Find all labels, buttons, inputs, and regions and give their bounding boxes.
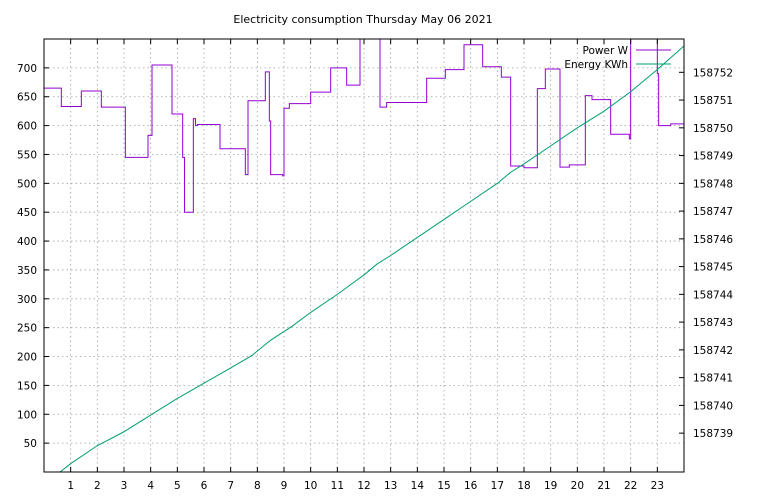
x-tick-label: 6: [201, 480, 208, 492]
x-tick-label: 10: [304, 480, 317, 492]
y-left-tick-label: 300: [17, 294, 37, 306]
y-right-tick-label: 158747: [693, 206, 733, 218]
x-tick-label: 5: [174, 480, 181, 492]
series-layer: [44, 39, 684, 472]
y-right-tick-label: 158749: [693, 151, 733, 163]
x-tick-label: 18: [517, 480, 530, 492]
y-left-tick-label: 400: [17, 236, 37, 248]
y-left-tick-label: 500: [17, 178, 37, 190]
x-tick-label: 13: [384, 480, 397, 492]
x-tick-label: 4: [147, 480, 154, 492]
legend: Power W Energy KWh: [564, 45, 671, 71]
x-tick-label: 2: [94, 480, 101, 492]
x-tick-label: 8: [254, 480, 261, 492]
y-right-tick-label: 158744: [693, 289, 733, 301]
y-right-tick-label: 158751: [693, 95, 733, 107]
x-tick-label: 7: [227, 480, 234, 492]
x-tick-label: 9: [281, 480, 288, 492]
y-right-tick-label: 158745: [693, 262, 733, 274]
energy-kwh-line: [59, 45, 684, 472]
y-right-tick-label: 158743: [693, 317, 733, 329]
y-left-tick-label: 200: [17, 352, 37, 364]
y-right-tick-label: 158752: [693, 67, 733, 79]
x-tick-label: 11: [331, 480, 344, 492]
x-tick-label: 3: [121, 480, 128, 492]
x-tick-label: 20: [571, 480, 584, 492]
x-tick-label: 14: [411, 480, 425, 492]
y-left-tick-label: 100: [17, 409, 37, 421]
x-tick-label: 15: [437, 480, 450, 492]
x-tick-label: 1: [67, 480, 74, 492]
y-right-tick-label: 158742: [693, 345, 733, 357]
y-right-tick-label: 158740: [693, 400, 733, 412]
power-w-line: [44, 39, 684, 213]
y-left-tick-label: 450: [17, 207, 37, 219]
y-right-tick-label: 158739: [693, 428, 733, 440]
y-left-tick-label: 700: [17, 63, 37, 75]
y-right-tick-label: 158746: [693, 234, 733, 246]
grid-lines: [44, 39, 684, 472]
axis-ticks: 1 2 3 4 5 6 7 8 9 10 11 12 13 14 15 16 17 18 19 20 21 22 23501…: [17, 39, 733, 492]
y-left-tick-label: 650: [17, 92, 37, 104]
y-right-tick-label: 158741: [693, 373, 733, 385]
y-left-tick-label: 550: [17, 149, 37, 161]
legend-label-power: Power W: [583, 45, 629, 57]
y-left-tick-label: 350: [17, 265, 37, 277]
x-tick-label: 21: [597, 480, 610, 492]
x-tick-label: 22: [624, 480, 637, 492]
y-left-tick-label: 600: [17, 121, 37, 133]
x-tick-label: 12: [357, 480, 370, 492]
y-right-tick-label: 158750: [693, 123, 733, 135]
x-tick-label: 19: [544, 480, 557, 492]
chart-title: Electricity consumption Thursday May 06 …: [233, 13, 492, 26]
legend-label-energy: Energy KWh: [564, 59, 628, 71]
y-right-tick-label: 158748: [693, 178, 733, 190]
x-tick-label: 16: [464, 480, 478, 492]
y-left-tick-label: 250: [17, 323, 37, 335]
y-left-tick-label: 50: [24, 438, 37, 450]
x-tick-label: 17: [491, 480, 504, 492]
y-left-tick-label: 150: [17, 380, 37, 392]
x-tick-label: 23: [651, 480, 664, 492]
